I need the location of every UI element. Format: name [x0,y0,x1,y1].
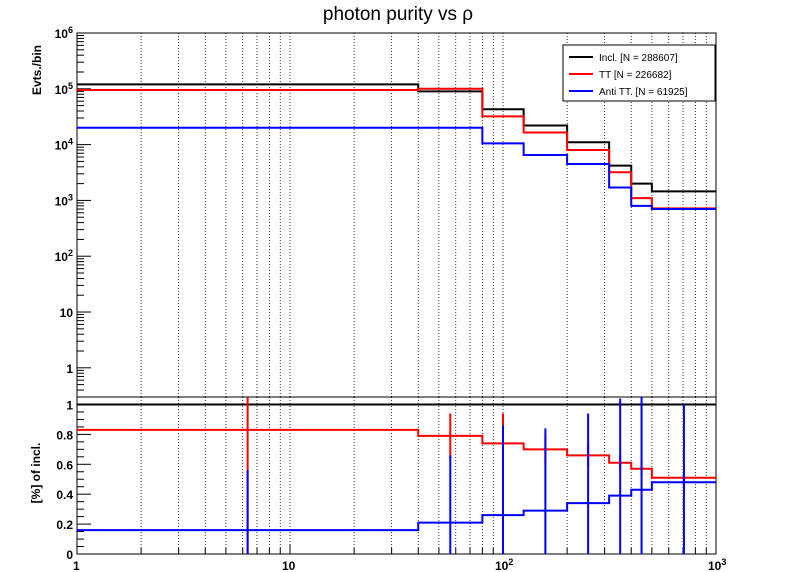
x-tick-label: 1 [73,559,80,572]
bottom-panel-frame [76,396,717,555]
x-tick-label: 102 [495,557,513,572]
bottom-y-tick-label: 0.8 [56,428,73,442]
bottom-y-tick-label: 0.2 [56,518,73,532]
top-series-line [77,126,716,211]
bottom-y-tick-label: 1 [66,398,73,412]
top-y-tick-label: 106 [55,25,73,41]
bottom-y-tick-label: 0 [66,548,73,562]
x-tick-label: 103 [708,557,726,572]
top-y-tick-label: 104 [55,137,73,153]
top-y-tick-label: 1 [66,362,73,376]
top-y-tick-label: 105 [55,81,73,97]
legend-label: TT [N = 226682] [599,70,672,81]
bottom-y-tick-label: 0.6 [56,458,73,472]
top-series-line [77,87,716,210]
top-y-tick-label: 10 [60,306,74,320]
top-y-tick-label: 102 [55,248,73,264]
top-y-tick-label: 103 [55,192,73,208]
legend-label: Incl. [N = 288607] [599,53,678,64]
legend-label: Anti TT. [N = 61925] [599,87,688,98]
bottom-series-line [77,481,716,532]
x-tick-label: 10 [282,559,296,572]
chart-title: photon purity vs ρ [322,4,474,25]
bottom-y-tick-label: 0.4 [56,488,73,502]
